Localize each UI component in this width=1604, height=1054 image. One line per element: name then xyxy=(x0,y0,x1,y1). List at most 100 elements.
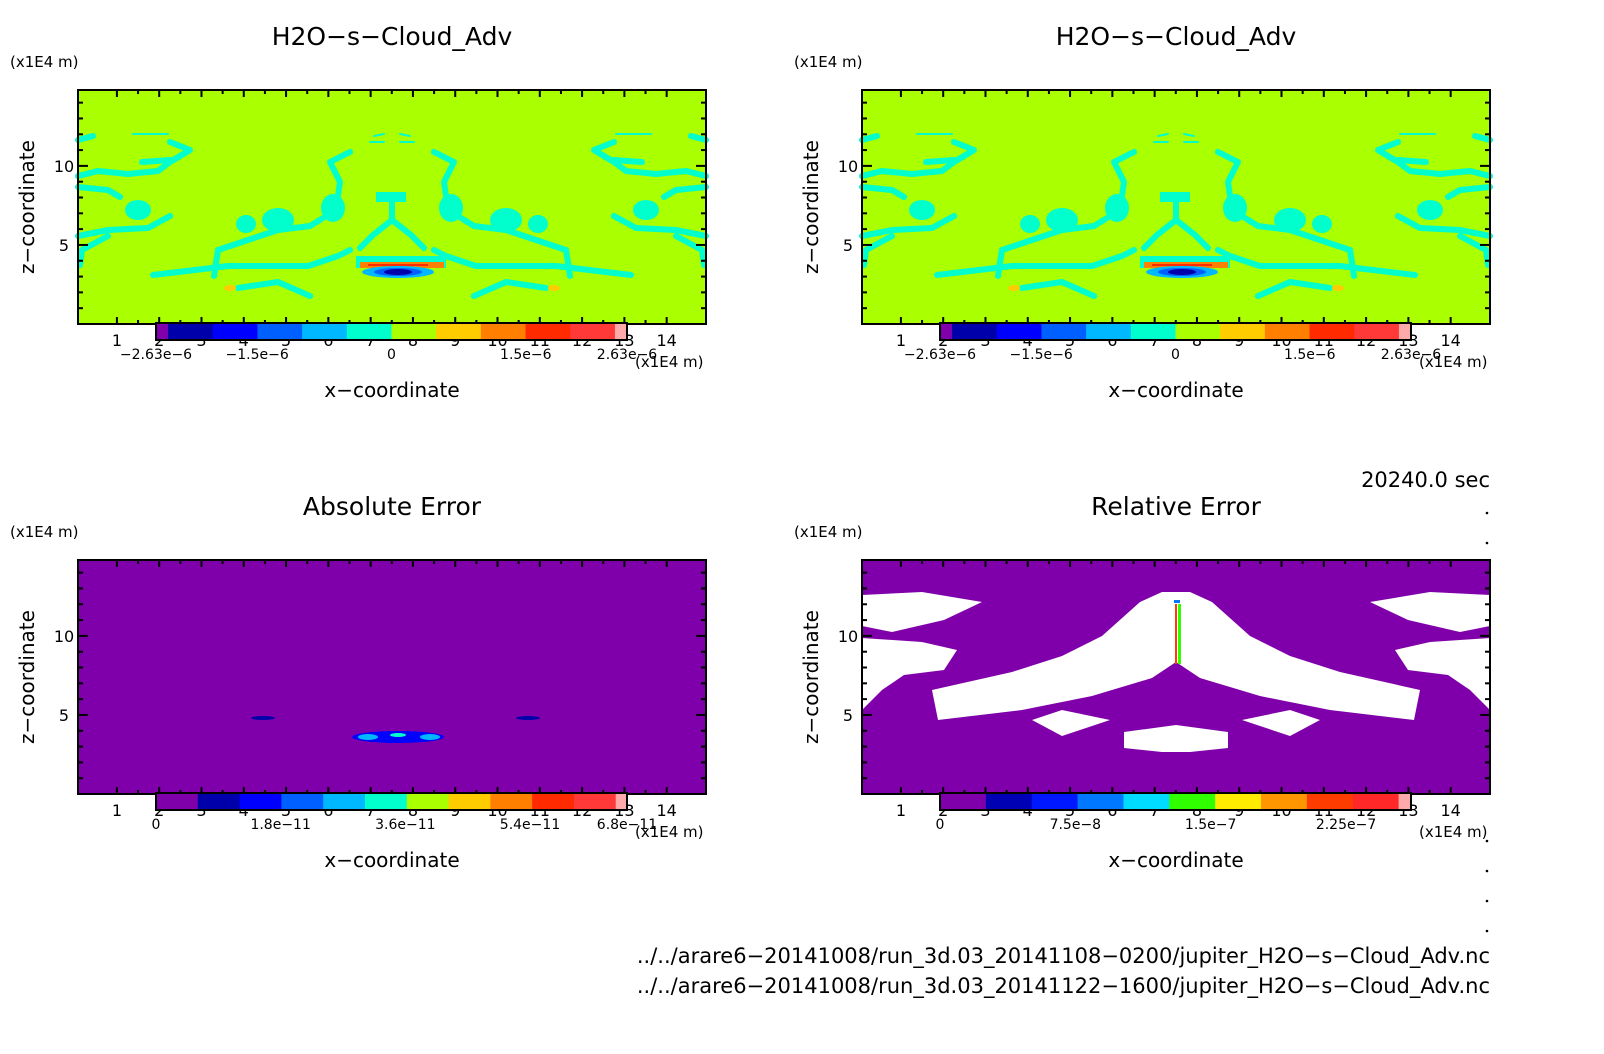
colorbar: 0 7.5e−8 1.5e−7 2.25e−7 xyxy=(936,792,1412,833)
colorbar-segment xyxy=(1077,793,1124,810)
colorbar-label: 1.8e−11 xyxy=(250,817,310,833)
field-background xyxy=(78,560,706,794)
x-tick-label: 14 xyxy=(656,801,676,820)
field-pattern xyxy=(862,592,1490,752)
x-axis-label: x−coordinate xyxy=(324,378,459,402)
colorbar-label: 2.63e−6 xyxy=(597,347,658,363)
panel-title: H2O−s−Cloud_Adv xyxy=(272,22,513,51)
colorbar-segment xyxy=(1220,323,1266,340)
panel-title: Absolute Error xyxy=(303,492,482,521)
panel-title: Relative Error xyxy=(1091,492,1261,521)
colorbar-label: 1.5e−6 xyxy=(500,347,552,363)
colorbar-segment xyxy=(1175,323,1221,340)
field-pattern xyxy=(78,134,706,296)
z-tick-label: 5 xyxy=(59,236,69,255)
x-unit-label: (x1E4 m) xyxy=(1419,353,1488,371)
x-unit-label: (x1E4 m) xyxy=(1419,823,1488,841)
plot-area xyxy=(862,89,1490,325)
x-unit-label: (x1E4 m) xyxy=(635,353,704,371)
panel-title: H2O−s−Cloud_Adv xyxy=(1056,22,1297,51)
colorbar-segment xyxy=(532,793,575,810)
z-tick-label: 10 xyxy=(838,157,858,176)
colorbar-segment xyxy=(436,323,482,340)
colorbar-label: 5.4e−11 xyxy=(500,817,560,833)
panel-h2o-b: H2O−s−Cloud_Adv (x1E4 m) z−coordinate (x1E4… xyxy=(794,22,1490,402)
colorbar-segment xyxy=(168,323,214,340)
colorbar-segment xyxy=(257,323,303,340)
colorbar-label: 3.6e−11 xyxy=(375,817,435,833)
colorbar-segment xyxy=(212,323,258,340)
z-tick-label: 5 xyxy=(843,236,853,255)
x-axis-label: x−coordinate xyxy=(1108,848,1243,872)
file-path-1: ../../arare6−20141008/run_3d.03_20141108… xyxy=(637,944,1490,969)
colorbar-segment xyxy=(940,323,953,340)
y-axis-label: z−coordinate xyxy=(15,610,39,744)
colorbar-label: −2.63e−6 xyxy=(904,347,976,363)
colorbar-segment xyxy=(573,793,617,810)
z-unit-label: (x1E4 m) xyxy=(794,53,863,71)
colorbar-segment xyxy=(323,793,366,810)
colorbar-segment xyxy=(1041,323,1087,340)
colorbar: −2.63e−6 −1.5e−6 0 1.5e−6 2.63e−6 xyxy=(120,322,658,363)
colorbar-label: 1.5e−6 xyxy=(1284,347,1336,363)
colorbar-segment xyxy=(1123,793,1170,810)
colorbar-segment xyxy=(1398,793,1412,810)
panel-h2o-a: H2O−s−Cloud_Adv (x1E4 m) z−coordinate (x1E4… xyxy=(10,22,706,402)
colorbar-segment xyxy=(985,793,1033,810)
z-unit-label: (x1E4 m) xyxy=(794,523,863,541)
colorbar-segment xyxy=(490,793,533,810)
colorbar-segment xyxy=(1086,323,1132,340)
x-tick-label: 1 xyxy=(112,801,122,820)
colorbar-segment xyxy=(952,323,998,340)
colorbar-label: 7.5e−8 xyxy=(1050,817,1102,833)
colorbar-segment xyxy=(281,793,324,810)
colorbar-label: 1.5e−7 xyxy=(1185,817,1237,833)
colorbar-frame xyxy=(939,322,1412,341)
colorbar-label: 0 xyxy=(936,817,945,833)
colorbar-label: 2.63e−6 xyxy=(1381,347,1442,363)
x-tick-label: 14 xyxy=(1440,801,1460,820)
y-axis-label: z−coordinate xyxy=(799,610,823,744)
colorbar-segment xyxy=(615,793,628,810)
colorbar-segment xyxy=(940,793,987,810)
colorbar-segment xyxy=(996,323,1042,340)
colorbar-label: −2.63e−6 xyxy=(120,347,192,363)
x-tick-label: 1 xyxy=(896,801,906,820)
panel-abs: Absolute Error (x1E4 m) z−coordinate (x1E4 … xyxy=(10,492,707,872)
z-unit-label: (x1E4 m) xyxy=(10,523,79,541)
colorbar-segment xyxy=(1215,793,1262,810)
margin-dots xyxy=(1485,511,1489,933)
plot-area xyxy=(77,559,707,795)
colorbar-segment xyxy=(1398,323,1412,340)
colorbar-segment xyxy=(448,793,491,810)
z-tick-label: 10 xyxy=(54,157,74,176)
colorbar-segment xyxy=(1261,793,1308,810)
colorbar-segment xyxy=(302,323,348,340)
y-axis-label: z−coordinate xyxy=(799,140,823,274)
x-tick-label: 14 xyxy=(656,331,676,350)
x-unit-label: (x1E4 m) xyxy=(635,823,704,841)
x-tick-label: 1 xyxy=(896,331,906,350)
colorbar-segment xyxy=(406,793,450,810)
colorbar-segment xyxy=(525,323,571,340)
field-pattern xyxy=(862,134,1490,296)
plot-area xyxy=(78,89,706,325)
colorbar-label: −1.5e−6 xyxy=(1010,347,1073,363)
z-tick-label: 10 xyxy=(838,627,858,646)
colorbar-segment xyxy=(391,323,437,340)
colorbar-segment xyxy=(1306,793,1354,810)
colorbar-label: 0 xyxy=(387,347,396,363)
colorbar-segment xyxy=(1169,793,1216,810)
colorbar-segment xyxy=(1354,323,1400,340)
colorbar-segment xyxy=(239,793,282,810)
colorbar-segment xyxy=(1130,323,1176,340)
colorbar-segment xyxy=(197,793,241,810)
colorbar-segment xyxy=(1309,323,1355,340)
time-label: 20240.0 sec xyxy=(1361,468,1490,492)
file-path-2: ../../arare6−20141008/run_3d.03_20141122… xyxy=(637,974,1490,999)
colorbar-label: −1.5e−6 xyxy=(226,347,289,363)
x-axis-label: x−coordinate xyxy=(324,848,459,872)
colorbar-segment xyxy=(570,323,616,340)
x-axis-label: x−coordinate xyxy=(1108,378,1243,402)
